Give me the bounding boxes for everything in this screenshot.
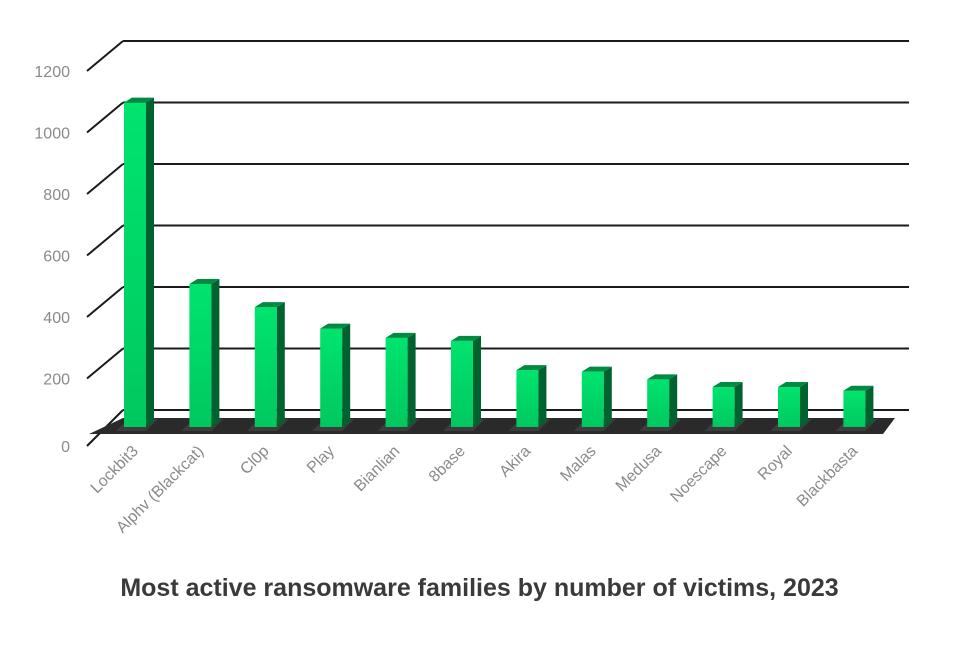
x-tick-label: Bianlian (351, 443, 403, 495)
gridline-diagonal (86, 163, 124, 195)
bar-10 (770, 382, 812, 431)
y-axis-ticks: 0 200 400 600 800 1000 1200 (34, 64, 70, 456)
bar-side (342, 323, 351, 427)
bar-1 (181, 279, 224, 431)
bar-side (800, 382, 808, 427)
gridline-diagonal (86, 101, 124, 134)
bar-0 (116, 97, 158, 431)
bar-side (865, 385, 874, 427)
bar-side (407, 332, 416, 427)
bar-top (124, 97, 154, 103)
bar-side (211, 279, 220, 427)
y-tick-label: 800 (43, 187, 70, 204)
bar-side (276, 302, 285, 427)
bar-top (451, 335, 481, 341)
bar-front (712, 387, 735, 427)
bar-top (712, 382, 743, 388)
y-tick-label: 600 (43, 249, 70, 266)
floor-shadow (89, 418, 895, 434)
bar-front (451, 340, 473, 427)
bar-top (516, 365, 547, 371)
bar-front (385, 337, 408, 427)
gridline-diagonal (86, 40, 124, 72)
chart-title: Most active ransomware families by numbe… (120, 574, 839, 602)
bar-side (734, 382, 743, 427)
bar-top (254, 302, 285, 308)
bar-11 (835, 385, 878, 431)
bar-2 (246, 302, 289, 431)
x-tick-label: Cl0p (237, 443, 272, 478)
bar-7 (573, 366, 616, 431)
bar-top (320, 323, 351, 329)
bar-top (778, 382, 808, 388)
bar-top (385, 332, 416, 338)
gridlines (86, 40, 909, 447)
bar-side (669, 374, 678, 427)
x-tick-label: 8base (426, 443, 469, 486)
x-tick-label: Akira (496, 443, 534, 481)
bar-top (647, 374, 678, 380)
y-tick-label: 0 (61, 439, 70, 456)
x-tick-label: Lockbit3 (88, 443, 142, 497)
bar-front (516, 370, 539, 427)
bar-4 (377, 332, 420, 431)
bar-3 (312, 323, 355, 431)
x-tick-label: Blackbasta (794, 443, 861, 510)
bar-front (647, 379, 670, 427)
bar-9 (704, 382, 747, 431)
bar-6 (508, 365, 551, 431)
x-tick-label: Noescape (667, 443, 730, 506)
bar-top (189, 279, 220, 285)
bar-5 (443, 335, 485, 431)
bar-front (581, 371, 604, 427)
gridline-diagonal (86, 286, 124, 318)
y-tick-label: 1000 (34, 126, 70, 143)
bar-side (603, 366, 612, 427)
y-tick-label: 1200 (34, 64, 70, 81)
x-tick-label: Play (304, 443, 338, 477)
bar-top (843, 385, 874, 391)
bars (116, 97, 878, 431)
chart-floor (89, 418, 895, 434)
bar-8 (639, 374, 682, 431)
bar-top (581, 366, 612, 372)
bar-front (124, 102, 146, 428)
gridline-diagonal (86, 224, 124, 257)
x-tick-label: Medusa (613, 443, 665, 495)
x-tick-label: Royal (755, 443, 796, 484)
x-tick-label: Malas (557, 443, 599, 485)
y-tick-label: 200 (43, 372, 70, 389)
bar-front (320, 328, 343, 427)
bar-front (254, 307, 277, 427)
y-tick-label: 400 (43, 310, 70, 327)
bar-front (189, 284, 212, 427)
gridline-diagonal (86, 347, 124, 380)
bar-side (473, 335, 481, 427)
bar-side (146, 97, 154, 428)
bar-front (778, 387, 800, 427)
bar-side (538, 365, 547, 427)
bar-front (843, 390, 866, 427)
